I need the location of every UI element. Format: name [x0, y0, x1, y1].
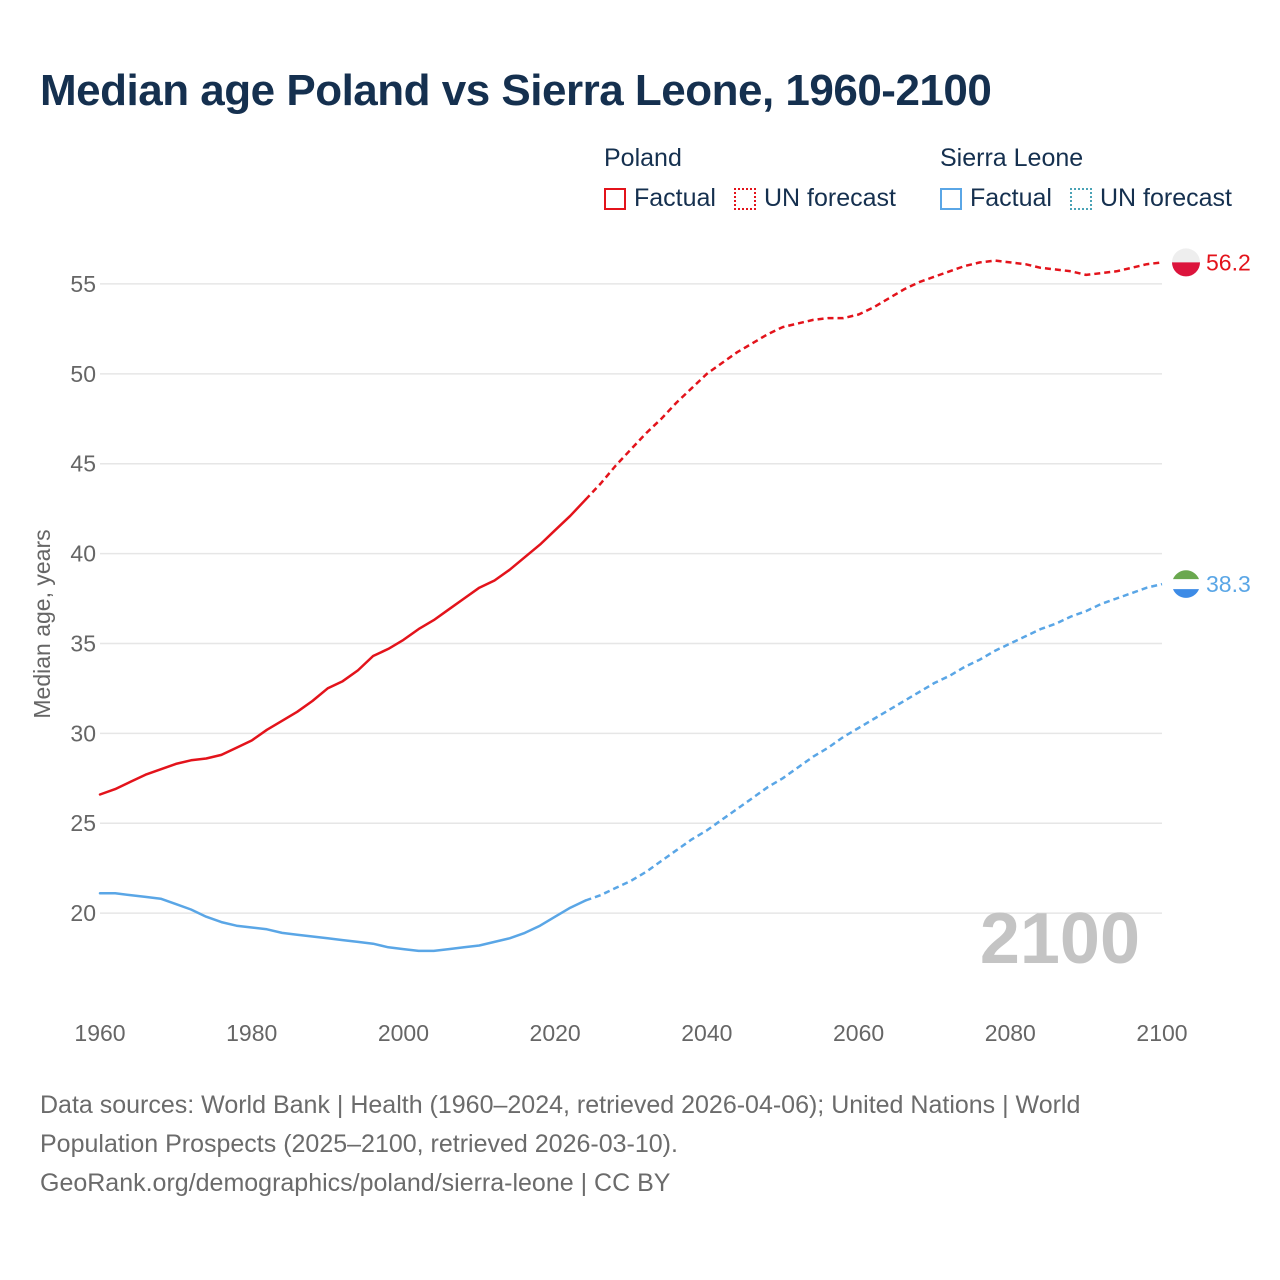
x-tick-label: 2100 — [1136, 1020, 1187, 1046]
legend-label: UN forecast — [1099, 184, 1232, 212]
end-value-label: 38.3 — [1206, 571, 1251, 597]
grid-lines — [100, 283, 1162, 914]
y-axis: 20 25 30 35 40 45 50 55 — [70, 271, 96, 926]
sierra-leone-flag-icon — [1172, 570, 1200, 599]
end-value-label: 56.2 — [1206, 249, 1251, 275]
legend-item-poland-factual[interactable]: Factual — [604, 184, 716, 213]
series-line-poland-forecast[interactable] — [584, 259, 1163, 501]
x-tick-label: 2000 — [378, 1020, 429, 1046]
series-line-poland-factual[interactable] — [98, 498, 587, 796]
legend-swatch-dotted — [733, 187, 756, 210]
y-tick-label: 45 — [70, 451, 96, 477]
y-tick-label: 35 — [70, 630, 96, 656]
y-tick-label: 30 — [70, 720, 96, 746]
footer-credit-link[interactable]: GeoRank.org/demographics/poland/sierra-l… — [40, 1169, 671, 1197]
y-axis-label: Median age, years — [29, 529, 55, 718]
year-watermark: 2100 — [980, 899, 1140, 979]
x-tick-label: 1980 — [226, 1020, 277, 1046]
series-line-sierra-leone-forecast[interactable] — [585, 582, 1163, 902]
x-tick-label: 1960 — [74, 1020, 125, 1046]
footer-sources-line-2: Population Prospects (2025–2100, retriev… — [40, 1130, 678, 1158]
series-line-sierra-leone-factual[interactable] — [98, 892, 587, 953]
y-tick-label: 25 — [70, 810, 96, 836]
legend-group-poland: Poland Factual UN forecast — [604, 142, 914, 213]
legend-swatch-solid — [940, 187, 962, 210]
legend-item-poland-forecast[interactable]: UN forecast — [733, 184, 896, 213]
legend-swatch-solid — [604, 187, 626, 210]
legend-label: UN forecast — [763, 184, 896, 212]
y-tick-label: 40 — [70, 541, 96, 567]
x-tick-label: 2020 — [530, 1020, 581, 1046]
y-tick-label: 20 — [70, 900, 96, 926]
chart-title: Median age Poland vs Sierra Leone, 1960-… — [40, 66, 992, 115]
x-tick-label: 2040 — [681, 1020, 732, 1046]
legend-group-sierra-leone: Sierra Leone Factual UN forecast — [940, 142, 1250, 213]
legend-group-title: Sierra Leone — [940, 144, 1084, 172]
x-tick-label: 2060 — [833, 1020, 884, 1046]
legend-item-sierra-leone-forecast[interactable]: UN forecast — [1069, 184, 1232, 213]
legend-label: Factual — [970, 184, 1052, 212]
x-axis: 1960 1980 2000 2020 2040 2060 2080 2100 — [74, 1020, 1187, 1046]
legend-item-sierra-leone-factual[interactable]: Factual — [940, 184, 1052, 213]
y-tick-label: 50 — [70, 361, 96, 387]
end-labels: 56.2 38.3 — [1172, 248, 1251, 599]
series-lines — [98, 259, 1163, 953]
legend-group-title: Poland — [604, 144, 682, 172]
poland-flag-icon — [1172, 248, 1200, 277]
legend-label: Factual — [634, 184, 716, 212]
footer-sources-line-1: Data sources: World Bank | Health (1960–… — [40, 1091, 1081, 1119]
y-tick-label: 55 — [70, 271, 96, 297]
x-tick-label: 2080 — [985, 1020, 1036, 1046]
footer: Data sources: World Bank | Health (1960–… — [40, 1086, 1190, 1203]
legend-swatch-dotted — [1069, 187, 1092, 210]
